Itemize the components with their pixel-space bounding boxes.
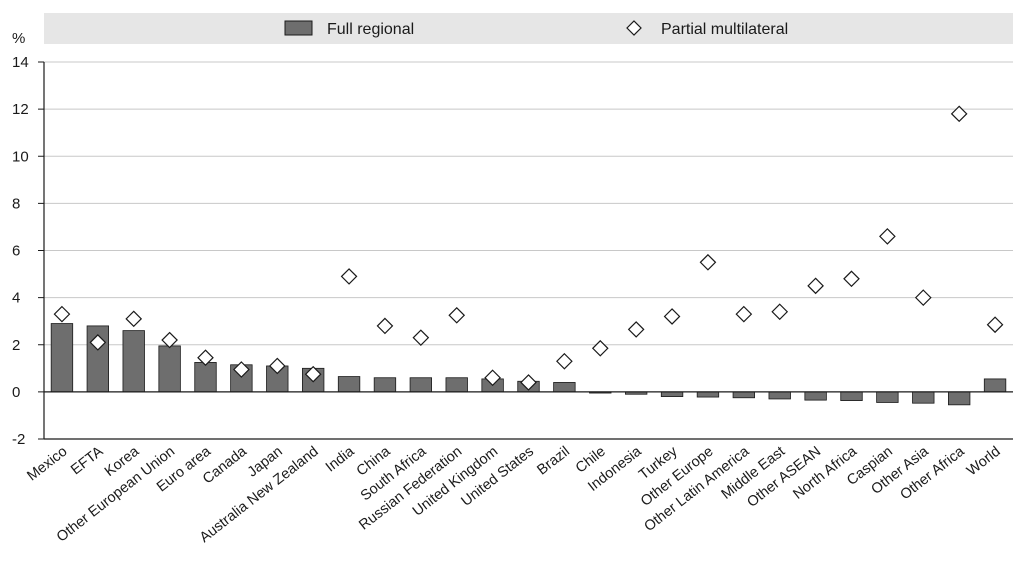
y-tick-label: 2 xyxy=(12,337,20,354)
legend-background xyxy=(44,13,1013,44)
y-tick-label: 8 xyxy=(12,195,20,212)
bar-india xyxy=(337,376,361,393)
marker-world xyxy=(986,316,1004,334)
marker-caspian xyxy=(879,228,896,245)
legend-label-full-regional: Full regional xyxy=(327,21,414,38)
marker-indonesia xyxy=(627,321,645,338)
bar-russian-federation xyxy=(445,377,468,393)
marker-south-africa xyxy=(412,329,430,347)
bar-china xyxy=(373,377,397,393)
marker-other-africa xyxy=(950,105,968,123)
bar-other-europe xyxy=(696,391,720,398)
y-tick-label: 12 xyxy=(12,101,29,118)
bar-middle-east xyxy=(768,391,791,400)
marker-india xyxy=(340,268,358,285)
marker-other-european-union xyxy=(161,331,178,349)
bar-other-asean xyxy=(804,391,827,401)
marker-other-asean xyxy=(807,277,824,295)
y-axis-unit-label: % xyxy=(12,30,25,47)
bar-other-asia xyxy=(912,391,935,404)
legend: Full regional Partial multilateral xyxy=(44,13,1013,44)
legend-swatch-full-regional xyxy=(284,20,313,36)
marker-efta xyxy=(89,334,107,351)
axes xyxy=(43,62,1013,440)
x-tick-label-mexico: Mexico xyxy=(24,444,70,485)
markers-partial-multilateral xyxy=(53,105,1004,391)
y-tick-label: 0 xyxy=(12,384,20,401)
marker-russian-federation xyxy=(448,306,466,324)
marker-united-kingdom xyxy=(484,369,501,387)
bar-mexico xyxy=(50,323,74,393)
bar-brazil xyxy=(553,382,576,393)
marker-turkey xyxy=(663,308,681,325)
y-tick-label: -2 xyxy=(12,431,25,448)
marker-euro-area xyxy=(197,349,214,367)
marker-middle-east xyxy=(771,303,789,321)
bar-other-latin-america xyxy=(732,391,755,399)
marker-australia-new-zealand xyxy=(304,365,322,383)
bar-euro-area xyxy=(194,362,217,393)
bar-turkey xyxy=(660,391,684,397)
marker-other-asia xyxy=(914,289,932,306)
marker-korea xyxy=(125,310,143,328)
bars-full-regional xyxy=(50,323,1007,406)
marker-mexico xyxy=(53,305,71,323)
marker-other-latin-america xyxy=(735,305,753,323)
legend-marker-partial-multilateral xyxy=(626,20,642,36)
bar-north-africa xyxy=(840,391,863,401)
marker-north-africa xyxy=(843,270,860,288)
x-tick-label-world: World xyxy=(964,444,1003,480)
x-tick-label-efta: EFTA xyxy=(68,443,106,478)
marker-other-europe xyxy=(699,253,717,271)
bar-caspian xyxy=(876,391,899,403)
marker-japan xyxy=(268,357,286,375)
bar-south-africa xyxy=(409,377,433,393)
legend-label-partial-multilateral: Partial multilateral xyxy=(661,21,788,38)
bar-world xyxy=(983,378,1007,393)
y-tick-label: 14 xyxy=(12,54,29,71)
x-tick-label-brazil: Brazil xyxy=(534,444,572,479)
x-tick-label-india: India xyxy=(323,443,358,476)
y-axis-tick-labels: -2 0 2 4 6 8 10 12 14 xyxy=(12,54,44,448)
marker-brazil xyxy=(556,352,573,370)
marker-china xyxy=(376,317,394,335)
y-tick-label: 4 xyxy=(12,290,20,307)
bar-other-africa xyxy=(948,391,971,406)
marker-chile xyxy=(591,339,609,357)
bar-other-european-union xyxy=(158,345,181,393)
y-tick-label: 6 xyxy=(12,243,20,260)
marker-canada xyxy=(233,361,250,378)
y-tick-label: 10 xyxy=(12,148,29,165)
bar-korea xyxy=(122,330,145,393)
marker-united-states xyxy=(520,374,537,391)
